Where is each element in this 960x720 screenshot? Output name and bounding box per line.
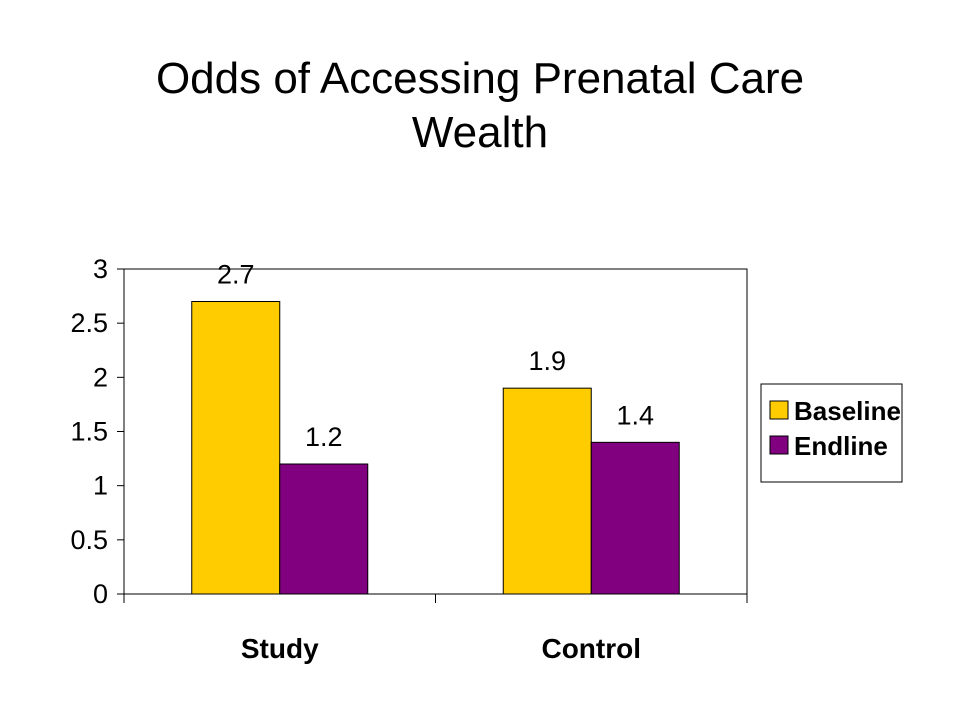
y-tick-label: 3	[93, 254, 108, 284]
legend-box	[760, 383, 903, 483]
data-label: 1.9	[528, 346, 566, 376]
data-label: 2.7	[217, 260, 255, 290]
data-label: 1.2	[305, 422, 343, 452]
y-tick-label: 1	[93, 471, 108, 501]
x-category-label: Study	[241, 633, 319, 664]
y-tick-label: 2.5	[70, 308, 108, 338]
bar-endline-study	[279, 463, 369, 595]
bar-baseline-control	[502, 387, 592, 595]
legend-label: Baseline	[794, 396, 901, 426]
bar-baseline-study	[191, 301, 281, 595]
y-tick-label: 0.5	[70, 525, 108, 555]
legend-swatch-baseline	[769, 400, 789, 420]
bar-endline-control	[590, 441, 680, 595]
legend-swatch-endline	[769, 435, 789, 455]
y-tick-label: 0	[93, 579, 108, 609]
x-category-label: Control	[541, 633, 641, 664]
y-tick-label: 2	[93, 362, 108, 392]
chart-title-block: Odds of Accessing Prenatal Care Wealth	[0, 52, 960, 160]
legend-label: Endline	[794, 431, 888, 461]
data-label: 1.4	[616, 400, 654, 430]
chart-title: Odds of Accessing Prenatal Care	[155, 54, 805, 103]
chart-subtitle: Wealth	[411, 108, 549, 157]
y-tick-label: 1.5	[70, 417, 108, 447]
